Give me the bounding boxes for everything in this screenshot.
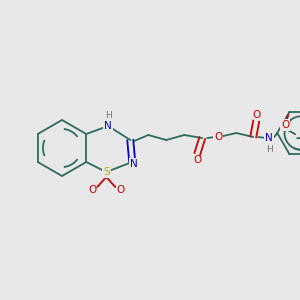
Text: S: S: [103, 167, 110, 177]
Text: N: N: [130, 159, 138, 169]
Text: O: O: [281, 120, 290, 130]
Text: O: O: [193, 155, 201, 165]
Text: N: N: [266, 133, 273, 143]
Text: O: O: [88, 185, 96, 195]
Text: O: O: [214, 132, 222, 142]
Text: O: O: [252, 110, 260, 120]
Text: O: O: [116, 185, 124, 195]
Text: H: H: [105, 112, 112, 121]
Text: N: N: [104, 121, 112, 131]
Text: H: H: [266, 145, 273, 154]
